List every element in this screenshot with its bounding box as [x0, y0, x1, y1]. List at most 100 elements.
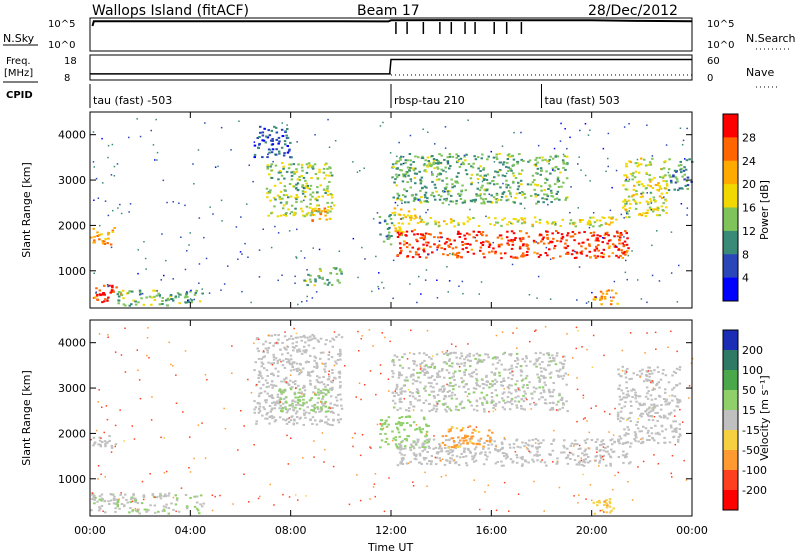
- power-cell: [512, 180, 515, 183]
- power-cell: [509, 240, 512, 242]
- velocity-cell: [379, 446, 382, 449]
- power-cell: [600, 252, 603, 254]
- velocity-cell: [257, 350, 260, 353]
- power-cell: [295, 198, 298, 201]
- velocity-cell: [300, 369, 303, 372]
- velocity-cell: [254, 361, 257, 364]
- velocity-cell: [231, 372, 233, 374]
- power-cell: [301, 301, 303, 303]
- power-cell: [481, 176, 485, 179]
- velocity-cell: [147, 327, 149, 329]
- velocity-cell: [412, 409, 415, 411]
- velocity-cell: [578, 463, 581, 466]
- power-cell: [569, 222, 572, 225]
- power-cell: [437, 236, 440, 239]
- velocity-cell: [549, 408, 553, 411]
- power-cell: [615, 246, 618, 248]
- power-cell: [519, 240, 523, 243]
- power-cell: [656, 184, 659, 186]
- power-cell: [435, 159, 439, 161]
- power-cell: [446, 266, 448, 268]
- velocity-cell: [196, 495, 199, 498]
- power-cell: [409, 163, 413, 166]
- velocity-cell: [619, 398, 622, 401]
- velocity-cell: [274, 384, 278, 387]
- velocity-cell: [624, 369, 627, 372]
- velocity-cell: [319, 390, 323, 392]
- velocity-cell: [675, 384, 678, 387]
- velocity-cell: [286, 418, 289, 421]
- power-cell: [420, 196, 423, 198]
- power-cell: [388, 215, 391, 218]
- velocity-cell: [672, 436, 675, 439]
- velocity-cell: [563, 439, 566, 442]
- velocity-cell: [287, 360, 291, 363]
- velocity-cell: [675, 431, 678, 433]
- velocity-cell: [167, 507, 171, 510]
- power-cell: [279, 190, 283, 193]
- power-cell: [266, 164, 270, 167]
- power-cell: [619, 236, 622, 239]
- velocity-cell: [445, 351, 448, 354]
- velocity-cell: [112, 497, 116, 500]
- velocity-cell: [305, 495, 307, 497]
- power-cell: [403, 240, 406, 243]
- velocity-cell: [313, 365, 316, 368]
- power-cell: [658, 214, 661, 217]
- power-cell: [562, 181, 565, 184]
- velocity-cell: [164, 495, 167, 498]
- velocity-cell: [262, 351, 265, 354]
- power-cell: [289, 163, 293, 166]
- velocity-cell: [449, 409, 453, 412]
- velocity-cell: [518, 389, 521, 392]
- velocity-cell: [320, 391, 323, 394]
- velocity-cell: [423, 440, 427, 443]
- power-cell: [675, 170, 678, 173]
- velocity-cell: [532, 460, 535, 463]
- nave-label: Nave: [746, 66, 774, 79]
- power-cell: [294, 207, 297, 210]
- velocity-cell: [414, 380, 417, 383]
- velocity-cell: [388, 390, 390, 392]
- velocity-cell: [257, 357, 261, 360]
- power-cell: [613, 245, 617, 248]
- velocity-cell: [489, 436, 492, 439]
- velocity-cell: [398, 371, 401, 374]
- power-cell: [295, 168, 298, 171]
- velocity-cell: [507, 387, 511, 390]
- power-cell: [409, 186, 412, 189]
- power-cell: [326, 209, 330, 212]
- power-cell: [477, 225, 481, 227]
- power-cell: [94, 296, 97, 299]
- power-cell: [502, 191, 506, 194]
- power-cell: [512, 218, 516, 220]
- power-cell: [326, 278, 329, 281]
- velocity-cell: [272, 416, 276, 419]
- power-cell: [619, 254, 622, 257]
- velocity-cell: [271, 417, 274, 420]
- velocity-cell: [143, 498, 145, 501]
- power-cell: [481, 231, 485, 234]
- power-cell: [673, 188, 676, 191]
- power-cell: [458, 236, 461, 238]
- power-cell: [652, 196, 656, 199]
- velocity-cell: [147, 509, 150, 512]
- power-cell: [431, 191, 434, 194]
- power-cell: [397, 194, 401, 197]
- velocity-cell: [462, 439, 465, 442]
- power-cell: [546, 160, 549, 163]
- velocity-cell: [647, 390, 650, 393]
- power-cell: [128, 304, 131, 307]
- velocity-cell: [152, 495, 156, 498]
- power-cell: [595, 247, 599, 250]
- velocity-cell: [634, 439, 637, 442]
- velocity-cell: [340, 404, 343, 407]
- power-cell: [315, 291, 318, 293]
- velocity-cell: [338, 354, 342, 357]
- power-cell: [654, 200, 657, 202]
- velocity-cell: [182, 411, 184, 413]
- velocity-cell: [198, 512, 201, 515]
- power-cell: [557, 186, 561, 188]
- velocity-cell: [432, 404, 436, 407]
